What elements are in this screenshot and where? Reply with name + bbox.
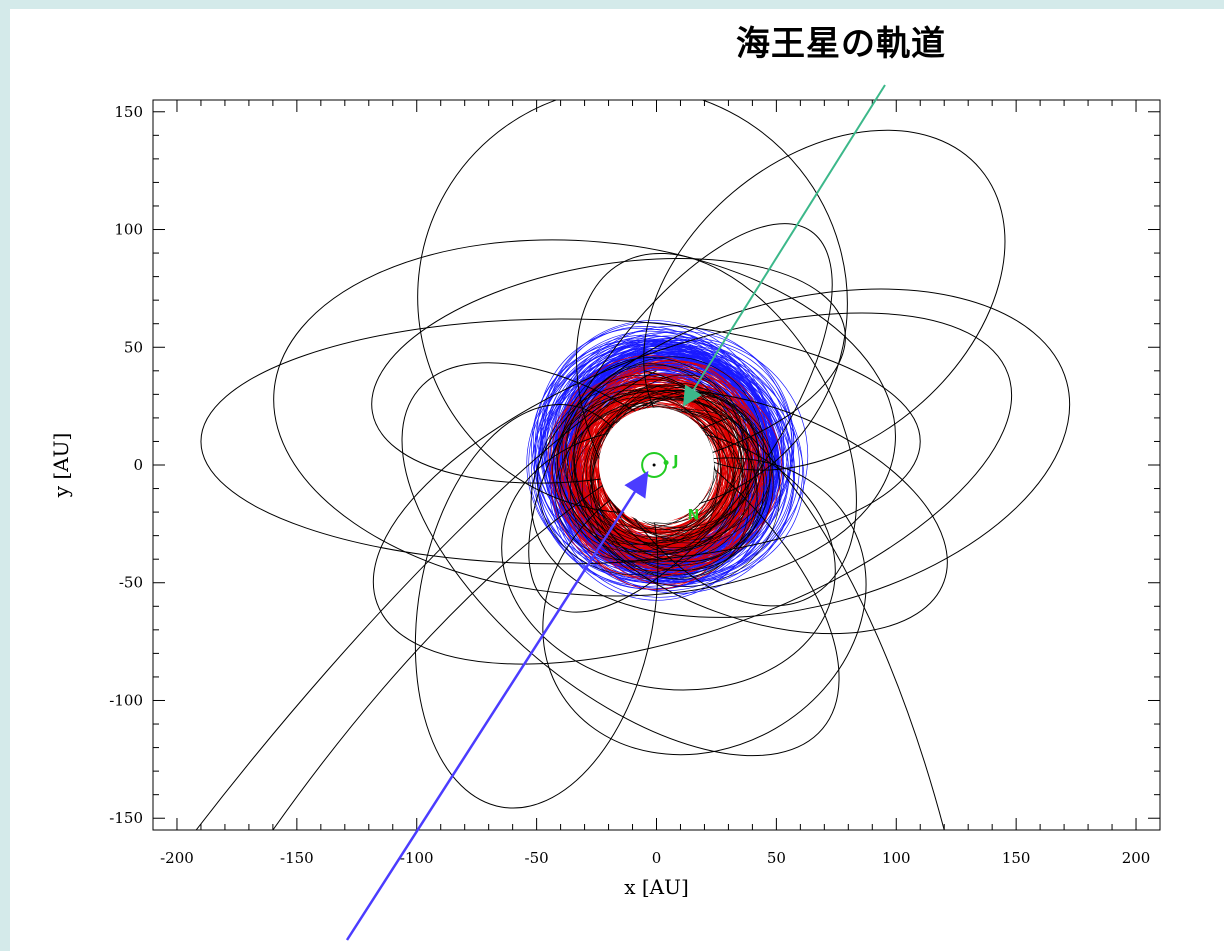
center-arrow bbox=[345, 470, 649, 941]
y-tick-label: 100 bbox=[114, 221, 143, 239]
blue-orbit bbox=[548, 340, 772, 567]
x-tick-label: 200 bbox=[1122, 849, 1151, 867]
scattered-orbit bbox=[417, 100, 848, 514]
inner-black-orbit bbox=[555, 396, 742, 561]
callout-arrows bbox=[345, 84, 886, 941]
tick-labels: -200 -150 -100 -50 0 50 100 150 200 -150 -100 -50 0 5… bbox=[109, 103, 1150, 867]
x-tick-label: -150 bbox=[280, 849, 314, 867]
y-tick-label: -50 bbox=[119, 574, 143, 592]
planet-label-n: N bbox=[688, 507, 700, 523]
neptune-orbit-callout: 海王星の軌道 bbox=[736, 24, 946, 64]
scattered-orbit bbox=[414, 404, 659, 809]
inner-black-orbit bbox=[590, 399, 752, 541]
x-tick-label: 150 bbox=[1002, 849, 1031, 867]
y-tick-label: -100 bbox=[109, 691, 143, 709]
x-tick-label: -100 bbox=[400, 849, 434, 867]
orbit-group bbox=[195, 100, 1071, 830]
jupiter-dot bbox=[663, 460, 669, 466]
x-tick-label: -200 bbox=[160, 849, 194, 867]
inner-black-orbit bbox=[575, 386, 765, 576]
x-tick-label: 0 bbox=[652, 849, 662, 867]
inner-black-orbit bbox=[561, 357, 745, 546]
x-tick-label: -50 bbox=[525, 849, 549, 867]
sun-dot bbox=[652, 463, 656, 467]
inner-clear-zone bbox=[598, 407, 715, 523]
scattered-orbit bbox=[528, 223, 833, 613]
scattered-orbit bbox=[200, 318, 921, 565]
planet-markers: JN bbox=[641, 452, 700, 523]
escape-curve bbox=[195, 370, 657, 830]
inner-black-orbit bbox=[537, 384, 735, 576]
inner-black-orbit bbox=[573, 379, 735, 544]
inner-black-orbit bbox=[586, 396, 772, 549]
red-orbit bbox=[557, 355, 747, 549]
inner-black-orbit bbox=[591, 390, 774, 571]
scattered-orbit bbox=[530, 288, 1071, 618]
red-orbit bbox=[585, 367, 756, 539]
scattered-orbit bbox=[556, 390, 948, 635]
orbit-curves bbox=[195, 100, 1071, 830]
x-axis-label: x [AU] bbox=[624, 875, 689, 899]
inner-black-orbit bbox=[571, 403, 729, 538]
y-tick-label: 50 bbox=[124, 338, 143, 356]
y-tick-label: 0 bbox=[133, 456, 143, 474]
inner-black-orbit bbox=[573, 363, 744, 562]
axis-ticks bbox=[153, 100, 1160, 830]
neptune-orbit-arrow bbox=[682, 84, 886, 407]
red-orbit bbox=[572, 366, 751, 561]
y-tick-label: 150 bbox=[114, 103, 143, 121]
scattered-orbit bbox=[372, 312, 1013, 665]
y-tick-label: -150 bbox=[109, 809, 143, 827]
x-tick-label: 100 bbox=[882, 849, 911, 867]
y-axis-label: y [AU] bbox=[49, 433, 73, 499]
inner-black-orbit bbox=[601, 382, 740, 531]
x-tick-label: 50 bbox=[767, 849, 786, 867]
planet-label-j: J bbox=[672, 453, 678, 469]
